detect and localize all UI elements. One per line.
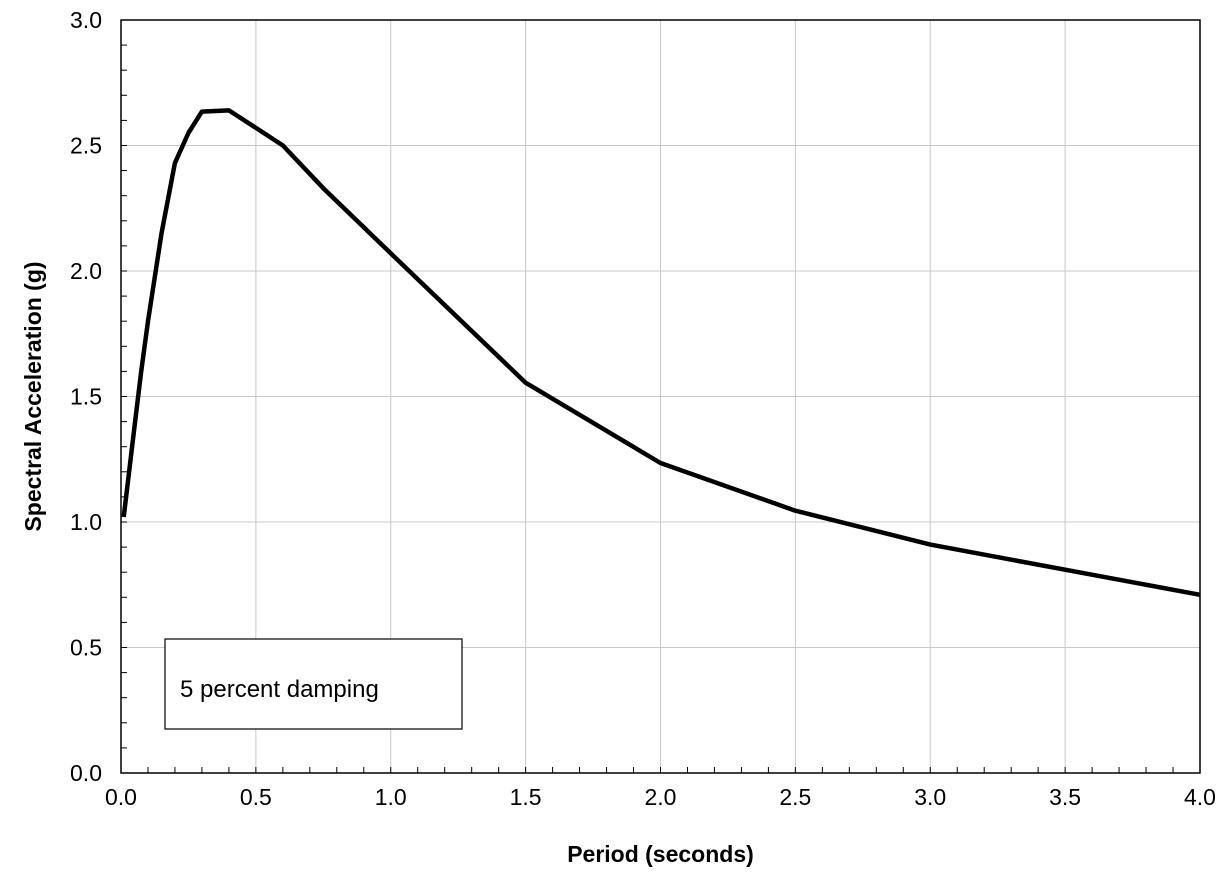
annotation-box	[164, 638, 463, 730]
x-tick-label: 3.0	[914, 784, 946, 810]
y-tick-label: 2.5	[70, 133, 102, 159]
x-axis-tick-labels: 0.0 0.5 1.0 1.5 2.0 2.5 3.0 3.5 4.0	[105, 784, 1216, 810]
y-tick-label: 1.0	[70, 509, 102, 535]
x-tick-label: 1.5	[510, 784, 542, 810]
x-tick-label: 0.0	[105, 784, 137, 810]
y-tick-label: 0.0	[70, 760, 102, 786]
minor-ticks	[121, 44, 1174, 773]
y-axis-title: Spectral Acceleration (g)	[20, 261, 46, 531]
x-tick-label: 0.5	[240, 784, 272, 810]
x-tick-label: 1.0	[375, 784, 407, 810]
x-axis-title: Period (seconds)	[567, 841, 754, 867]
y-tick-label: 0.5	[70, 635, 102, 661]
y-tick-label: 3.0	[70, 7, 102, 33]
x-tick-label: 4.0	[1184, 784, 1216, 810]
plot-area-frame	[120, 19, 1201, 774]
spectrum-line	[121, 108, 1201, 598]
annotation-text: 5 percent damping	[180, 676, 379, 703]
x-tick-label: 3.5	[1049, 784, 1081, 810]
x-tick-label: 2.0	[645, 784, 677, 810]
x-tick-label: 2.5	[779, 784, 811, 810]
y-tick-label: 1.5	[70, 384, 102, 410]
y-axis-tick-labels: 0.0 0.5 1.0 1.5 2.0 2.5 3.0	[70, 7, 102, 786]
y-tick-label: 2.0	[70, 258, 102, 284]
grid-lines	[121, 20, 1200, 773]
